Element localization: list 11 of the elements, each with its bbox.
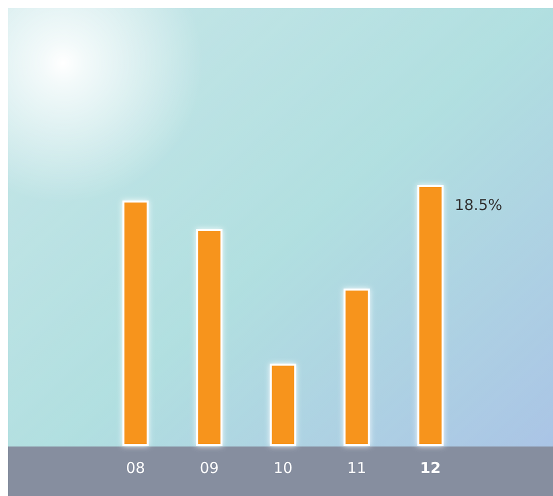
bar bbox=[344, 288, 370, 446]
bar bbox=[196, 229, 222, 446]
x-tick-label: 09 bbox=[200, 459, 219, 477]
bar bbox=[270, 364, 296, 446]
annotation: 18.5% bbox=[454, 196, 502, 214]
x-tick-label: 08 bbox=[126, 459, 146, 477]
bar bbox=[122, 200, 149, 446]
x-tick-label: 12 bbox=[420, 459, 441, 477]
x-tick-label: 11 bbox=[347, 459, 366, 477]
x-tick-label: 10 bbox=[273, 459, 293, 477]
bar bbox=[417, 185, 444, 446]
